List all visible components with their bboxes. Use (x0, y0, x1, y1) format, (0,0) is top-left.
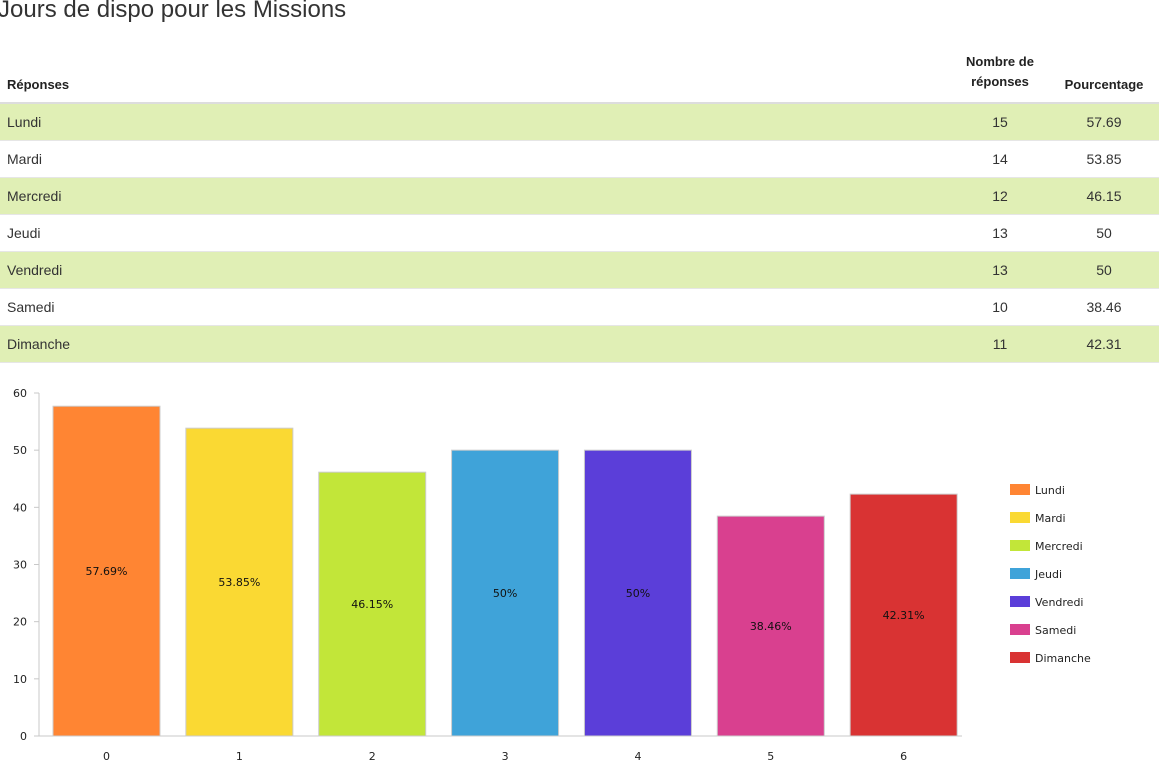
row-label: Samedi (0, 288, 951, 326)
bar-data-label: 57.69% (86, 565, 128, 578)
bar-chart: 0 10 20 30 40 50 60 57.69% 0 53.85% 1 46.15% 2 50% 3 50… (13, 387, 1091, 763)
legend-label: Mardi (1035, 512, 1066, 525)
legend-label: Samedi (1035, 624, 1076, 637)
row-percent: 38.46 (1049, 288, 1159, 326)
header-percentage: Pourcentage (1049, 38, 1159, 104)
table-row: Mercredi 12 46.15 (0, 177, 1159, 215)
header-response-count: Nombre de réponses (951, 38, 1049, 104)
table-header-row: Réponses Nombre de réponses Pourcentage (0, 38, 1159, 104)
bar (583, 449, 692, 737)
y-tick-label: 10 (13, 673, 27, 686)
row-label: Dimanche (0, 325, 951, 363)
bar-data-label: 53.85% (218, 576, 260, 589)
bar (185, 427, 294, 737)
header-answers: Réponses (0, 38, 951, 104)
row-label: Mercredi (0, 177, 951, 215)
x-tick-label: 1 (236, 750, 243, 763)
row-percent: 42.31 (1049, 325, 1159, 363)
bar-data-label: 42.31% (883, 609, 925, 622)
bar-data-label: 38.46% (750, 620, 792, 633)
y-tick-label: 50 (13, 444, 27, 457)
x-tick-label: 2 (369, 750, 376, 763)
legend-label: Dimanche (1035, 652, 1091, 665)
legend-swatch (1010, 652, 1030, 663)
row-percent: 46.15 (1049, 177, 1159, 215)
legend-swatch (1010, 596, 1030, 607)
row-percent: 53.85 (1049, 140, 1159, 178)
results-table: Réponses Nombre de réponses Pourcentage L… (0, 38, 1159, 363)
x-tick-label: 0 (103, 750, 110, 763)
row-count: 15 (951, 103, 1049, 141)
row-percent: 50 (1049, 214, 1159, 252)
legend-swatch (1010, 512, 1030, 523)
table-row: Lundi 15 57.69 (0, 103, 1159, 141)
legend-label: Mercredi (1035, 540, 1083, 553)
bar (716, 515, 825, 737)
legend-label: Lundi (1035, 484, 1065, 497)
row-count: 10 (951, 288, 1049, 326)
legend-label: Vendredi (1035, 596, 1083, 609)
bar (52, 405, 161, 737)
bar (849, 493, 958, 737)
table-row: Jeudi 13 50 (0, 214, 1159, 252)
y-tick-label: 40 (13, 501, 27, 514)
x-tick-label: 3 (502, 750, 509, 763)
bar-data-label: 50% (493, 587, 517, 600)
table-row: Mardi 14 53.85 (0, 140, 1159, 178)
row-label: Vendredi (0, 251, 951, 289)
x-tick-label: 4 (634, 750, 641, 763)
bar-data-label: 46.15% (351, 598, 393, 611)
x-tick-label: 6 (900, 750, 907, 763)
table-row: Vendredi 13 50 (0, 251, 1159, 289)
row-count: 12 (951, 177, 1049, 215)
legend-swatch (1010, 540, 1030, 551)
row-count: 11 (951, 325, 1049, 363)
row-percent: 50 (1049, 251, 1159, 289)
header-count-line-2: réponses (971, 74, 1029, 89)
y-tick-label: 60 (13, 387, 27, 400)
row-label: Jeudi (0, 214, 951, 252)
bar (318, 471, 427, 737)
bar (451, 449, 560, 737)
legend-swatch (1010, 624, 1030, 635)
row-count: 13 (951, 251, 1049, 289)
row-count: 14 (951, 140, 1049, 178)
bar-data-label: 50% (626, 587, 650, 600)
x-tick-label: 5 (767, 750, 774, 763)
legend-label: Jeudi (1034, 568, 1062, 581)
page-title: Jours de dispo pour les Missions (0, 0, 347, 23)
y-tick-label: 30 (13, 559, 27, 572)
row-percent: 57.69 (1049, 103, 1159, 141)
table-row: Dimanche 11 42.31 (0, 325, 1159, 363)
row-count: 13 (951, 214, 1049, 252)
row-label: Lundi (0, 103, 951, 141)
legend-swatch (1010, 568, 1030, 579)
y-tick-label: 20 (13, 616, 27, 629)
header-count-line-1: Nombre de (966, 54, 1034, 69)
table-row: Samedi 10 38.46 (0, 288, 1159, 326)
legend-swatch (1010, 484, 1030, 495)
y-tick-label: 0 (20, 730, 27, 743)
row-label: Mardi (0, 140, 951, 178)
